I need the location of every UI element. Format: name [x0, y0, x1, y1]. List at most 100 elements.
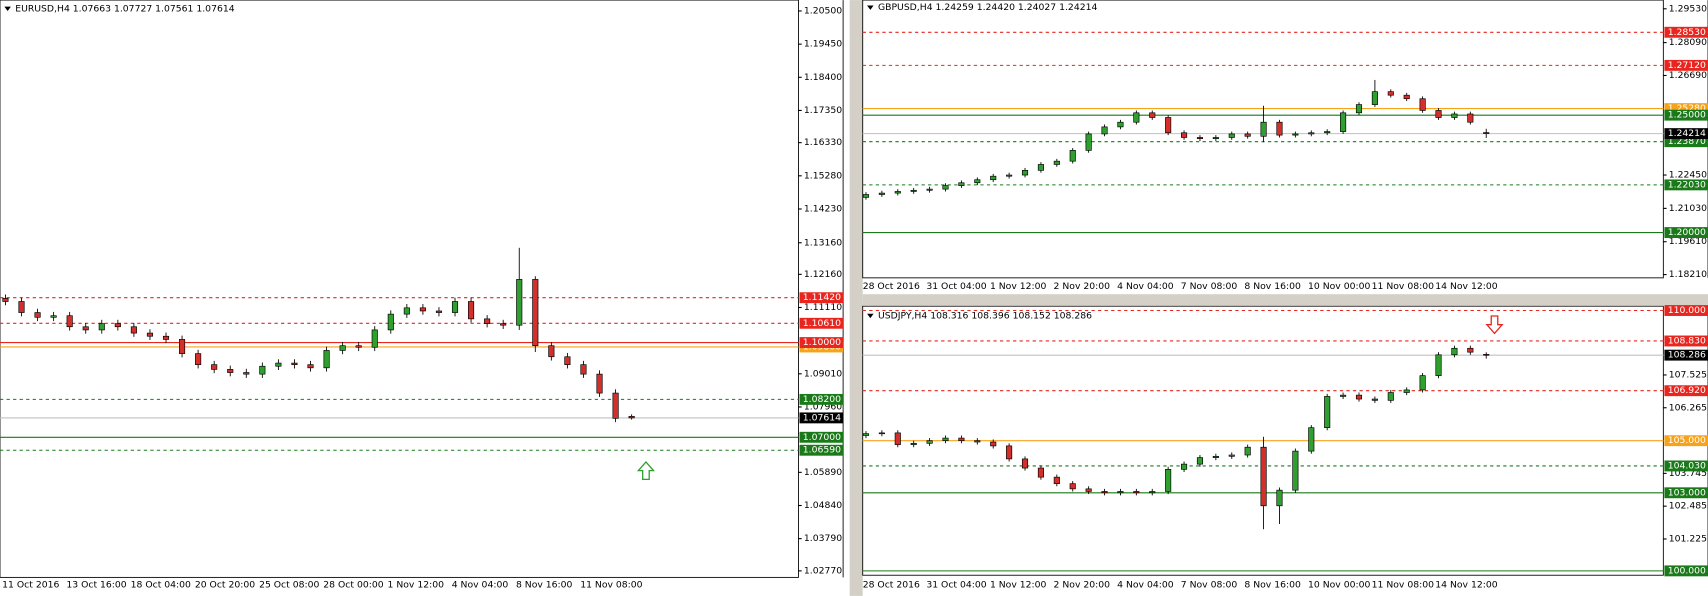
y-tick-label: 101.225 [1669, 533, 1707, 544]
y-tick-label: 102.485 [1669, 501, 1707, 512]
time-label: 18 Oct 04:00 [131, 580, 191, 591]
candle-body [1483, 354, 1490, 356]
level-label-box [1664, 385, 1708, 397]
candle-body [1387, 392, 1394, 401]
candle-body [66, 315, 73, 328]
time-label: 20 Oct 20:00 [195, 580, 255, 591]
y-tick-label: 1.07960 [804, 401, 842, 412]
candle-body [1403, 94, 1410, 100]
time-label: 11 Nov 08:00 [1372, 580, 1434, 591]
candle-body [451, 301, 459, 313]
time-label: 13 Oct 16:00 [66, 580, 126, 591]
y-tick-label: 1.18400 [804, 72, 842, 83]
y-tick-label: 1.14230 [804, 203, 842, 214]
level-label-box [1664, 460, 1708, 472]
level-label: 1.11420 [803, 292, 841, 303]
level-label: 1.10000 [803, 337, 841, 348]
candle-body [1006, 174, 1013, 177]
candle-body [1117, 491, 1124, 494]
level-label-box [1664, 335, 1708, 347]
level-label-box [799, 292, 844, 304]
plot-frame [0, 0, 799, 578]
candle-body [1260, 446, 1267, 507]
time-label: 8 Nov 16:00 [516, 580, 573, 591]
plot-frame [862, 0, 1664, 279]
candle-body [484, 318, 491, 324]
chart-header: EURUSD,H4 1.07663 1.07727 1.07561 1.0761… [15, 3, 234, 14]
y-tick-label: 1.22450 [1669, 170, 1707, 181]
candle-body [1483, 132, 1490, 134]
candle-body [1069, 483, 1076, 490]
candle-body [1133, 112, 1140, 123]
candle-body [1053, 476, 1060, 484]
level-label-box [1664, 305, 1708, 316]
time-label: 7 Nov 08:00 [1181, 580, 1238, 591]
candle-body [1149, 491, 1156, 494]
candle-body [403, 307, 410, 315]
y-tick-label: 1.15280 [804, 170, 842, 181]
candle-body [612, 392, 619, 419]
candle-body [910, 442, 917, 445]
level-label-box [1664, 487, 1708, 499]
candle-body [1467, 347, 1474, 353]
candle-body [1021, 170, 1029, 176]
y-tick-label: 1.11110 [804, 302, 842, 313]
y-tick-label: 1.03790 [804, 533, 842, 544]
time-label: 4 Nov 04:00 [1117, 281, 1174, 292]
level-label: 1.06590 [803, 445, 841, 456]
time-label: 7 Nov 08:00 [1181, 281, 1238, 292]
y-tick-label: 107.525 [1669, 369, 1707, 380]
candle-body [1181, 132, 1188, 138]
level-label: 1.22030 [1668, 179, 1706, 190]
candle-body [1276, 489, 1283, 507]
candle-body [1419, 98, 1426, 111]
candle-body [1276, 121, 1283, 136]
candle-body [1451, 113, 1458, 118]
candle-body [179, 339, 186, 354]
time-label: 11 Nov 08:00 [1372, 281, 1434, 292]
candle-body [114, 323, 121, 328]
candle-body [1212, 455, 1219, 458]
candle-body [1006, 445, 1013, 460]
level-label: 1.20000 [1668, 227, 1706, 238]
candle-body [1117, 121, 1124, 128]
level-label-box [1664, 227, 1708, 239]
candle-body [1451, 347, 1458, 356]
level-label-box [1664, 179, 1708, 191]
time-label: 8 Nov 16:00 [1244, 580, 1301, 591]
candle-body [1419, 375, 1426, 391]
level-label: 110.000 [1668, 305, 1706, 316]
candle-body [548, 345, 555, 358]
y-tick-label: 1.13160 [804, 237, 842, 248]
y-tick-label: 1.12160 [804, 269, 842, 280]
candle-body [34, 312, 41, 318]
splitter [849, 0, 863, 596]
candle-body [1340, 112, 1347, 132]
candle-body [878, 192, 885, 195]
y-tick-label: 1.18210 [1669, 269, 1707, 280]
y-tick-label: 1.20500 [804, 5, 842, 16]
candle-body [259, 365, 266, 375]
time-label: 25 Oct 08:00 [259, 580, 319, 591]
candle-body [1101, 126, 1108, 135]
splitter [862, 294, 1708, 306]
y-tick-label: 1.05890 [804, 467, 842, 478]
candle-body [211, 364, 218, 370]
candle-body [1467, 113, 1474, 123]
time-label: 4 Nov 04:00 [452, 580, 509, 591]
candle-body [291, 362, 298, 365]
level-label-box [1664, 435, 1708, 447]
level-label-box [1664, 26, 1708, 38]
candle-body [1196, 457, 1204, 465]
y-tick-label: 1.26690 [1669, 70, 1707, 81]
level-label: 1.08200 [803, 394, 841, 405]
level-label: 1.25000 [1668, 110, 1706, 121]
candle-body [1165, 117, 1172, 134]
level-label: 1.28530 [1668, 27, 1706, 38]
candle-body [130, 326, 137, 334]
chart-header: USDJPY,H4 108.316 108.396 108.152 108.28… [878, 310, 1092, 321]
level-label: 1.27120 [1668, 60, 1706, 71]
candle-body [1021, 458, 1029, 469]
y-tick-label: 103.745 [1669, 468, 1707, 479]
